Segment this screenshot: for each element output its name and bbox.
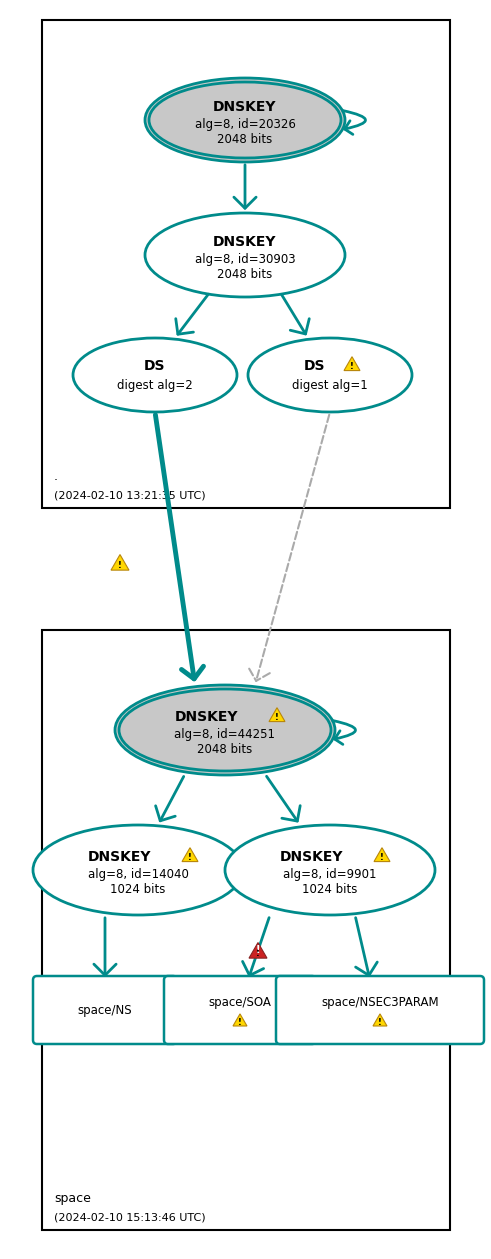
Text: DNSKEY: DNSKEY bbox=[88, 850, 152, 864]
Text: !: ! bbox=[378, 1019, 382, 1027]
FancyArrowPatch shape bbox=[343, 111, 365, 135]
Text: !: ! bbox=[275, 713, 279, 723]
Polygon shape bbox=[344, 356, 360, 370]
Ellipse shape bbox=[115, 685, 335, 776]
Ellipse shape bbox=[248, 337, 412, 412]
Text: !: ! bbox=[118, 562, 122, 570]
Text: !: ! bbox=[188, 854, 192, 862]
Text: alg=8, id=14040: alg=8, id=14040 bbox=[87, 867, 189, 880]
Text: DNSKEY: DNSKEY bbox=[213, 99, 277, 115]
Text: DNSKEY: DNSKEY bbox=[280, 850, 344, 864]
Polygon shape bbox=[233, 1013, 247, 1026]
Text: DS: DS bbox=[144, 359, 166, 373]
Text: (2024-02-10 13:21:35 UTC): (2024-02-10 13:21:35 UTC) bbox=[54, 490, 206, 500]
Ellipse shape bbox=[73, 337, 237, 412]
Text: !: ! bbox=[256, 946, 260, 956]
Text: digest alg=1: digest alg=1 bbox=[292, 379, 368, 392]
Text: space/NSEC3PARAM: space/NSEC3PARAM bbox=[321, 996, 439, 1008]
Text: 2048 bits: 2048 bits bbox=[218, 132, 273, 146]
Text: !: ! bbox=[350, 363, 354, 371]
Text: DNSKEY: DNSKEY bbox=[213, 235, 277, 249]
Text: alg=8, id=20326: alg=8, id=20326 bbox=[194, 117, 296, 131]
Text: 1024 bits: 1024 bits bbox=[302, 883, 357, 895]
Text: !: ! bbox=[380, 854, 384, 862]
Text: 2048 bits: 2048 bits bbox=[218, 267, 273, 281]
Polygon shape bbox=[42, 20, 450, 507]
Text: 2048 bits: 2048 bits bbox=[197, 743, 253, 755]
Text: space: space bbox=[54, 1192, 91, 1205]
Text: !: ! bbox=[256, 949, 260, 958]
Polygon shape bbox=[374, 847, 390, 861]
Text: 1024 bits: 1024 bits bbox=[110, 883, 165, 895]
Text: digest alg=2: digest alg=2 bbox=[117, 379, 193, 392]
Polygon shape bbox=[182, 847, 198, 861]
Text: DS: DS bbox=[304, 359, 326, 373]
FancyBboxPatch shape bbox=[276, 976, 484, 1044]
Text: space/NS: space/NS bbox=[78, 1003, 132, 1016]
Text: alg=8, id=30903: alg=8, id=30903 bbox=[195, 253, 295, 266]
FancyArrowPatch shape bbox=[333, 720, 355, 744]
Ellipse shape bbox=[145, 78, 345, 162]
Text: alg=8, id=44251: alg=8, id=44251 bbox=[174, 728, 275, 740]
FancyBboxPatch shape bbox=[33, 976, 177, 1044]
Text: (2024-02-10 15:13:46 UTC): (2024-02-10 15:13:46 UTC) bbox=[54, 1212, 206, 1222]
Polygon shape bbox=[249, 943, 267, 958]
Ellipse shape bbox=[225, 825, 435, 915]
Text: space/SOA: space/SOA bbox=[209, 996, 272, 1008]
Polygon shape bbox=[111, 554, 129, 570]
Text: DNSKEY: DNSKEY bbox=[175, 710, 239, 724]
Text: !: ! bbox=[238, 1019, 242, 1027]
Text: .: . bbox=[54, 470, 58, 483]
Text: alg=8, id=9901: alg=8, id=9901 bbox=[283, 867, 377, 880]
Ellipse shape bbox=[33, 825, 243, 915]
Polygon shape bbox=[373, 1013, 387, 1026]
Polygon shape bbox=[269, 708, 285, 721]
Ellipse shape bbox=[145, 213, 345, 297]
Polygon shape bbox=[42, 630, 450, 1230]
FancyBboxPatch shape bbox=[164, 976, 316, 1044]
